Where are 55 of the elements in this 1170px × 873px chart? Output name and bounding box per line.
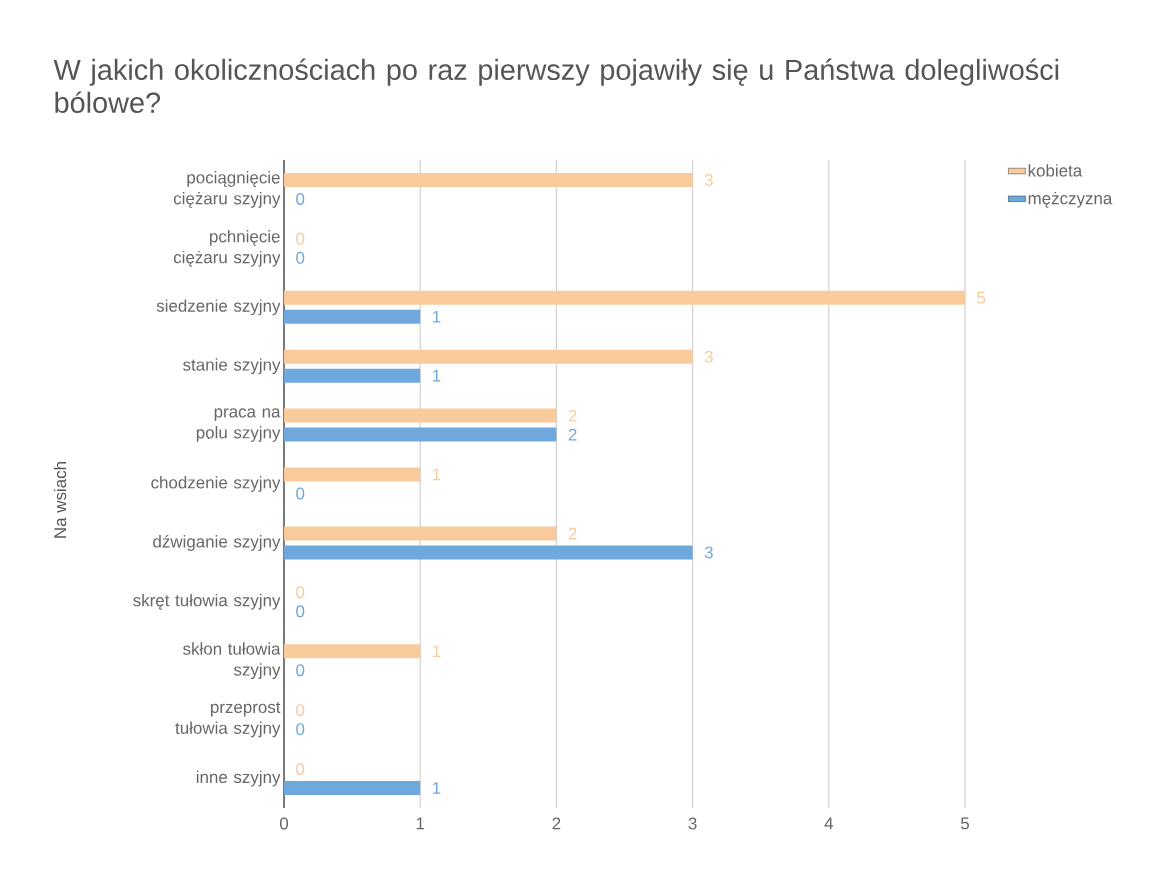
data-label: 1 [433,645,441,658]
y-tick-label: skręt tułowia szyjny [133,593,281,610]
data-label: 2 [568,527,577,540]
bar [284,349,693,364]
y-tick-label: praca na polu szyjny [196,408,281,442]
x-tick-label: 0 [279,817,289,830]
bar [284,467,421,482]
y-tick-label: siedzenie szyjny [156,299,281,316]
y-tick-label: przeprost tułowia szyjny [175,701,281,738]
data-label: 0 [296,704,305,717]
bar [284,427,557,442]
legend-label: mężczyzna [1028,191,1113,208]
data-label: 5 [977,291,986,304]
data-label: 2 [568,409,577,422]
data-label: 0 [296,487,305,500]
y-tick-label: inne szyjny [196,770,281,787]
legend-label: kobieta [1028,164,1083,177]
bar [284,545,693,560]
data-label: 3 [704,173,713,186]
data-label: 0 [296,605,305,618]
chart-title: W jakich okolicznościach po raz pierwszy pojawiły się u Państwa dolegliwości bólowe? [53,58,1059,113]
y-tick-label: stanie szyjny [183,358,281,375]
data-label: 0 [296,664,305,677]
data-label: 0 [296,763,305,776]
x-tick-label: 4 [824,817,834,830]
data-label: 0 [296,232,305,245]
bar [284,368,421,383]
bar [284,781,421,796]
bar [284,644,421,659]
x-tick-label: 1 [416,817,425,830]
y-tick-label: dźwiganie szyjny [153,534,281,551]
bar [284,172,693,187]
y-tick-label: chodzenie szyjny [151,476,281,492]
x-tick-label: 5 [960,817,969,830]
data-label: 1 [433,468,441,481]
data-label: 2 [568,428,577,441]
data-label: 3 [704,546,713,559]
x-tick-label: 3 [688,817,697,830]
data-label: 0 [296,192,305,205]
y-tick-label: skłon tułowia szyjny [183,642,281,680]
data-label: 1 [433,310,441,323]
x-tick-label: 2 [552,817,561,830]
bar [284,290,966,305]
y-tick-label: pociągnięcie ciężaru szyjny [173,171,281,208]
y-tick-label: pchnięcie ciężaru szyjny [173,230,281,267]
data-label: 0 [296,586,305,599]
y-axis-title: Na wsiach [53,462,67,538]
data-label: 0 [296,251,305,264]
bar [284,526,557,541]
data-label: 1 [433,369,441,382]
data-label: 0 [296,723,305,736]
data-label: 3 [704,350,713,363]
bar [284,309,421,324]
data-label: 1 [433,782,441,794]
bar [284,408,557,423]
